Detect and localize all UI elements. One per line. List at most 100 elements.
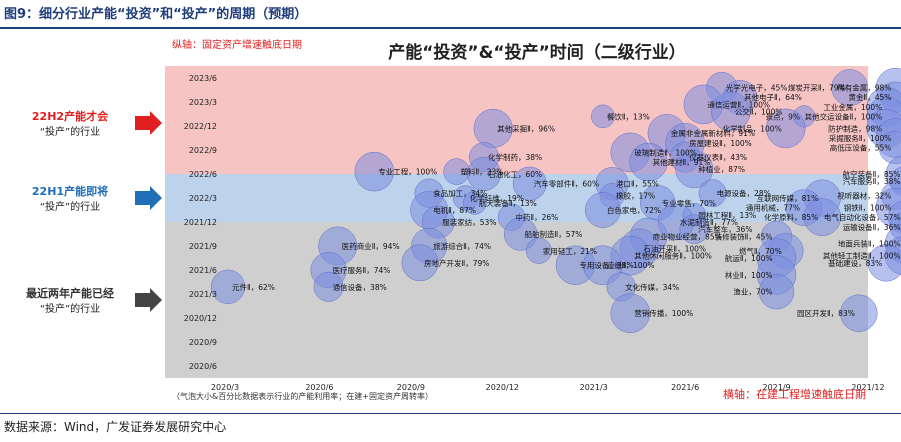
bubble-label: 园林工程Ⅱ，13%: [698, 210, 756, 220]
y-tick-label: 2020/12: [184, 314, 217, 323]
bubble-layer: [210, 67, 901, 333]
bubble: [503, 217, 538, 251]
bubble-label: 稀有金属，98%: [837, 83, 891, 93]
bubble-label: 种植业，87%: [698, 164, 745, 174]
band-arrow-icon: [135, 288, 162, 312]
bubble: [675, 150, 714, 189]
label-layer: 光学光电子，45%其他电子Ⅱ，64%通信运营Ⅱ，100%公交Ⅱ，100% 煤炭开采…: [232, 83, 901, 319]
bubble-label: 防护制造，98%: [828, 123, 882, 133]
bubble-label: 黄金Ⅱ，45%: [849, 92, 892, 102]
bubble: [512, 166, 547, 201]
x-tick-label: 2020/12: [486, 383, 519, 392]
bubble-label: 房地产开发Ⅱ，79%: [424, 258, 489, 268]
bubble-label: 家用轻工，21%: [543, 246, 597, 256]
bubble-label: 互联网传媒，81%: [757, 193, 819, 203]
bubble: [354, 151, 395, 192]
band-arrow-icon: [135, 111, 162, 135]
bubble-label: 煤炭开采Ⅱ，79%: [788, 83, 846, 93]
bubble-label: 元件Ⅱ，62%: [232, 282, 275, 292]
bubble-label: 其他休闲服务Ⅱ，100%: [634, 251, 712, 261]
x-tick-label: 2021/9: [762, 383, 790, 392]
bubble: [585, 192, 621, 228]
bubble-label: 基础建设，83%: [828, 258, 882, 268]
bubble-label: 食品加工，34%: [433, 188, 487, 198]
bubble-label: 仪器仪表Ⅱ，43%: [689, 152, 747, 162]
bubble: [758, 273, 795, 310]
bubble: [591, 104, 615, 129]
bubble-chart: 22H2产能才会“投产”的行业 22H1产能即将“投产”的行业最近两年产能已经“投…: [26, 38, 901, 401]
bubble-label: 其他电子Ⅱ，64%: [744, 92, 802, 102]
bubble: [867, 244, 901, 282]
bubble-label: 采掘服务Ⅱ，100%: [829, 133, 892, 143]
bubble-label: 专业工程，100%: [378, 167, 437, 177]
bubble: [711, 91, 751, 132]
bubble-label: 金属非金属新材料，91%: [671, 128, 755, 138]
bubble-label: 钢铁Ⅱ，100%: [844, 203, 892, 213]
band-label: 22H2产能才会“投产”的行业: [32, 109, 109, 138]
bubble-label: 通信运营Ⅱ，100%: [707, 99, 770, 109]
bubble-label: 商业物业经营，85%: [653, 231, 722, 241]
bubble-label: 燃气Ⅱ，70%: [739, 246, 782, 256]
bubble: [831, 69, 869, 106]
y-tick-label: 2021/9: [189, 242, 217, 251]
bubble: [698, 179, 727, 208]
bubble-label: 汽车零部件Ⅱ，60%: [534, 179, 599, 189]
bubble-label: 视听器材，32%: [837, 191, 891, 201]
y-tick-label: 2023/3: [189, 98, 217, 107]
bubble: [467, 157, 501, 191]
bubble-label: 电气自动化设备，57%: [824, 212, 901, 222]
source-divider: [0, 413, 901, 414]
bubble-label: 水泥制造Ⅱ，77%: [680, 217, 738, 227]
bubble-label: 玻璃制造Ⅱ，100%: [634, 147, 697, 157]
x-tick-label: 2021/3: [580, 383, 608, 392]
axis-layer: 2020/6 2020/9 2020/12 2021/3 2021/6 2021/9 202…: [184, 74, 885, 392]
x-tick-label: 2020/6: [305, 383, 333, 392]
bubble: [463, 191, 487, 215]
bubble-label: 化学制品，100%: [723, 123, 782, 133]
y-tick-label: 2022/6: [189, 170, 217, 179]
bubble-label: 营销传播，100%: [634, 308, 693, 318]
bubble-label: 其他采掘Ⅱ，96%: [497, 123, 555, 133]
bubble-label: 医药商业Ⅱ，94%: [342, 241, 400, 251]
bubble: [803, 198, 842, 236]
bubble: [401, 244, 439, 282]
x-axis-note: 横轴：在建工程增速触底日期: [723, 387, 866, 401]
bubble-size-note: （气泡大小&百分比数据表示行业的产能利用率；在建+固定资产周转率）: [172, 391, 433, 401]
band-label: 最近两年产能已经“投产”的行业: [26, 286, 114, 315]
bubble-label: 林业Ⅱ，100%: [725, 270, 773, 280]
x-tick-label: 2021/6: [671, 383, 699, 392]
bubble-label: 景点，9%: [766, 112, 800, 121]
y-axis-note: 纵轴：固定资产增速触底日期: [172, 38, 302, 51]
bubble-label: 高低压设备，55%: [830, 143, 892, 153]
band-label: 22H1产能即将“投产”的行业: [32, 184, 108, 213]
chart-title: 产能“投资”&“投产”时间（二级行业）: [388, 42, 686, 63]
bubble-label: 航天装备Ⅱ，13%: [479, 198, 537, 208]
bubble-label: 船舶制造Ⅱ，57%: [525, 229, 583, 239]
bubble: [610, 293, 651, 333]
bubble-label: 造纸Ⅱ，100%: [607, 260, 655, 270]
bubble-label: 专业零售，70%: [662, 198, 716, 208]
bubble-label: 其他交运设备Ⅱ，100%: [805, 111, 883, 121]
figure-title: 图9：细分行业产能“投资”和“投产”的周期（预期）: [4, 7, 308, 22]
title-divider: [0, 27, 901, 29]
bubble: [840, 294, 878, 332]
bubble-label: 航运Ⅱ，100%: [725, 253, 773, 263]
bubble: [765, 108, 806, 149]
bubble-label: 专用设备，98%: [579, 260, 633, 270]
y-tick-label: 2021/12: [184, 218, 217, 227]
bubble-label: 旅游综合Ⅱ，74%: [433, 241, 491, 251]
y-tick-label: 2021/6: [189, 266, 217, 275]
bubble-label: 其他建材Ⅱ，91%: [653, 157, 711, 167]
bubble: [679, 214, 710, 244]
bubble-label: 房屋建设Ⅱ，100%: [689, 138, 752, 148]
bubble-label: 园区开发Ⅱ，83%: [797, 308, 855, 318]
bubble-label: 港口Ⅱ，55%: [616, 179, 659, 189]
data-source: 数据来源：Wind，广发证券发展研究中心: [4, 420, 227, 434]
bubble-label: 工业金属，100%: [823, 102, 882, 112]
bubble-label: 石油化工，60%: [488, 169, 542, 179]
bubble-label: 服装家纺，53%: [442, 217, 496, 227]
bubble: [313, 271, 344, 302]
bubble: [629, 142, 668, 182]
bubble-label: 通信设备，38%: [333, 282, 387, 292]
bubble-label: 中药Ⅱ，26%: [515, 212, 558, 222]
